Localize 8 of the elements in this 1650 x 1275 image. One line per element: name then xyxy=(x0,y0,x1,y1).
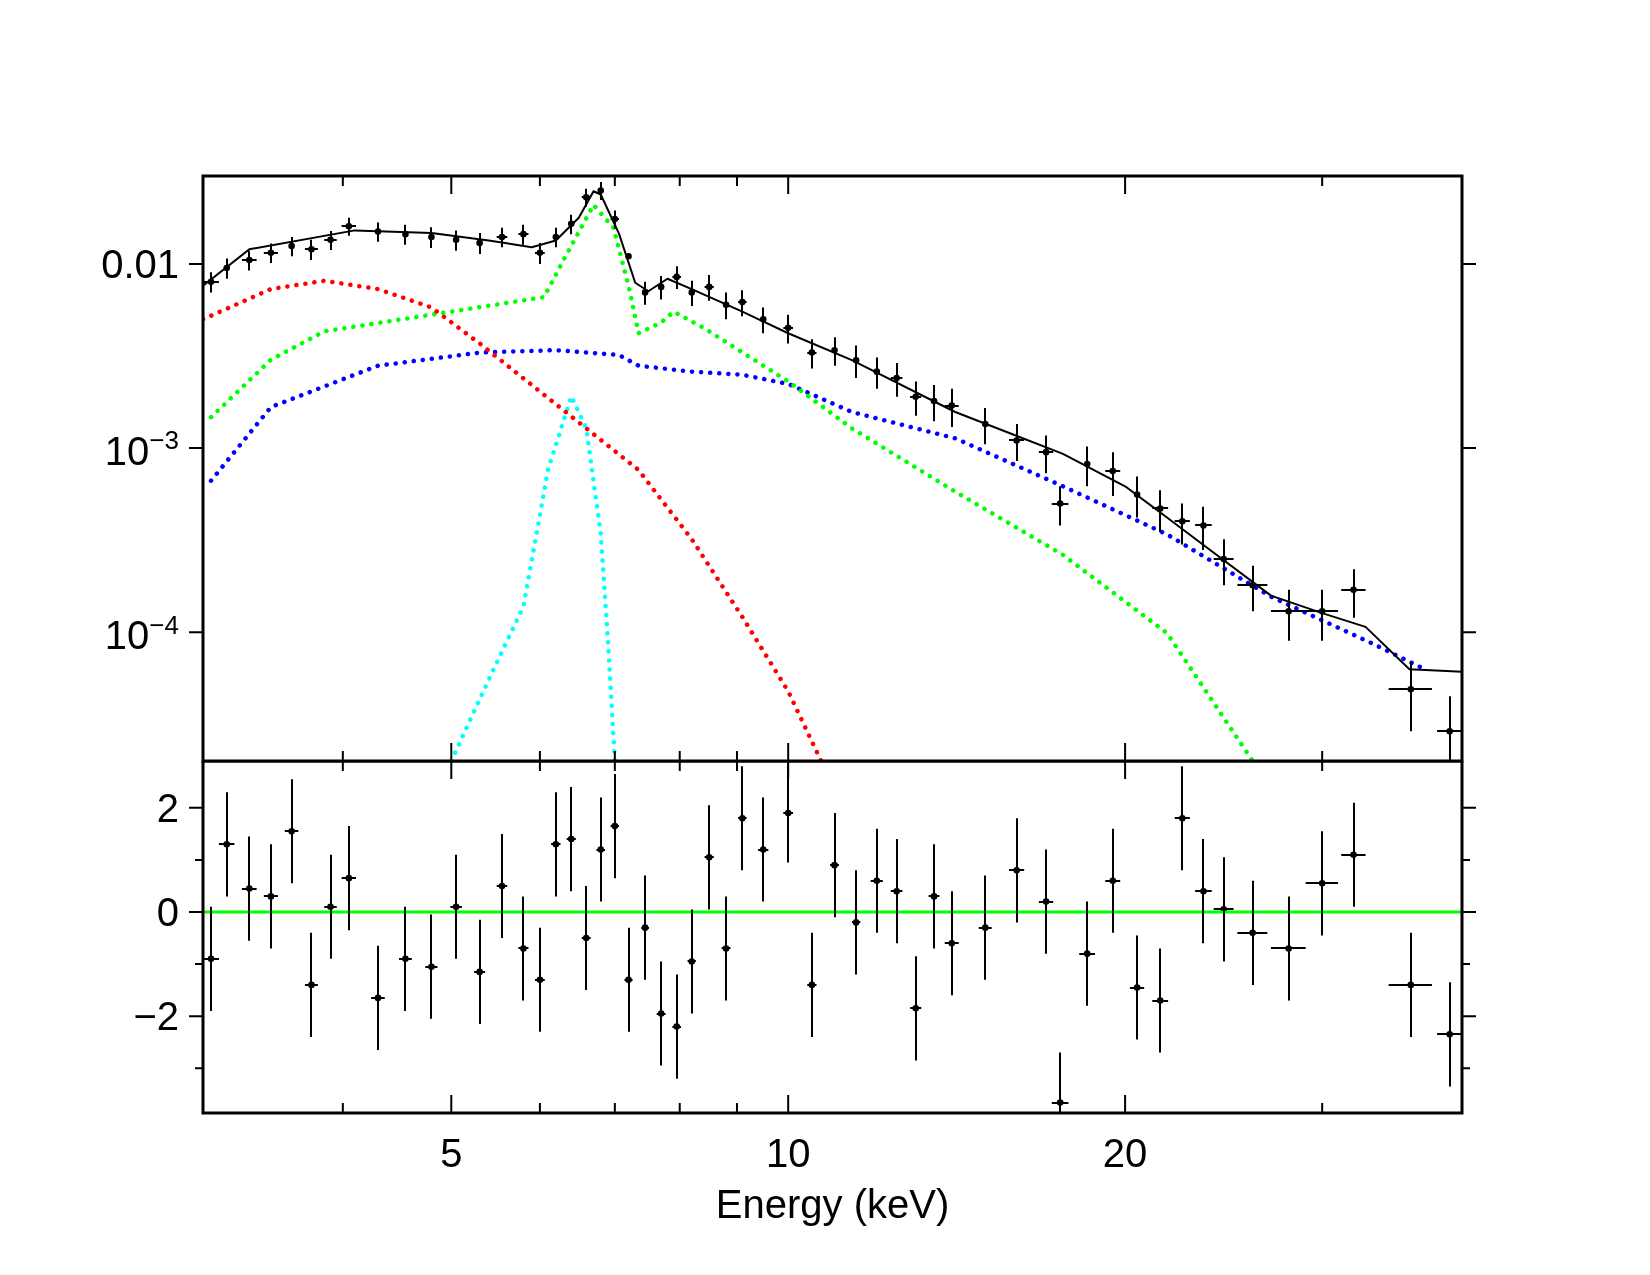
y-tick-label: 0.01 xyxy=(101,241,180,286)
y-tick-label: −2 xyxy=(133,994,179,1039)
x-tick-label: 10 xyxy=(765,1131,811,1175)
y-tick-label: 2 xyxy=(156,785,179,830)
x-tick-label: 20 xyxy=(1102,1131,1148,1175)
x-tick-label: 5 xyxy=(440,1131,463,1175)
y-tick-label: 0 xyxy=(156,890,179,935)
x-axis-title: Energy (keV) xyxy=(715,1182,950,1226)
